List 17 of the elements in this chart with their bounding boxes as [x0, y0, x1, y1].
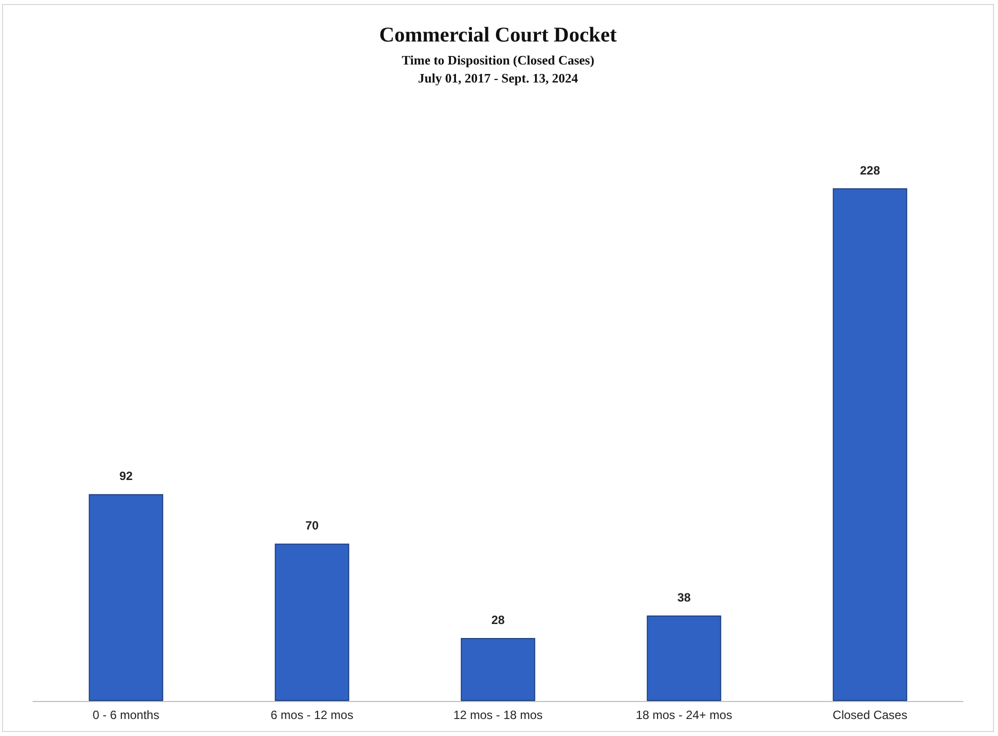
data-label: 228 [860, 163, 880, 178]
bar [646, 616, 722, 701]
chart-subtitle: Time to Disposition (Closed Cases) July 01, 2017 - Sept. 13, 2024 [402, 52, 594, 86]
data-label: 92 [119, 469, 133, 484]
x-tick-label: 0 - 6 months [92, 708, 160, 722]
bar [88, 494, 164, 701]
x-tick-label: 6 mos - 12 mos [270, 708, 354, 722]
x-tick-label: Closed Cases [832, 708, 908, 722]
bar [460, 638, 536, 701]
x-tick-label: 12 mos - 18 mos [453, 708, 543, 722]
bar [274, 544, 350, 701]
bar [832, 188, 908, 701]
x-tick-label: 18 mos - 24+ mos [636, 708, 732, 722]
data-label: 38 [677, 590, 691, 605]
data-label: 70 [305, 518, 319, 533]
data-label: 28 [491, 613, 505, 628]
chart-title: Commercial Court Docket [379, 22, 617, 46]
